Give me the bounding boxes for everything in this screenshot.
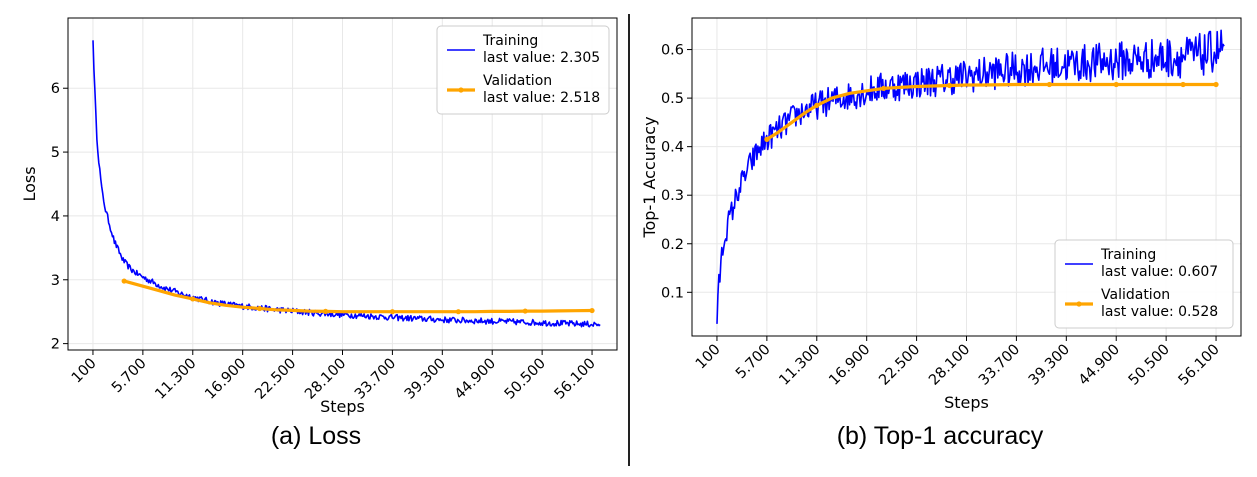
- x-tick-label: 11.300: [776, 342, 823, 389]
- validation-point: [764, 136, 770, 142]
- caption-loss: (a) Loss: [270, 422, 362, 450]
- y-tick-label: 0.4: [661, 140, 684, 156]
- validation-point: [190, 296, 196, 302]
- validation-point: [1046, 81, 1052, 88]
- legend-box: [1054, 239, 1234, 329]
- x-tick-label: 50.500: [502, 356, 549, 403]
- legend-series-name: Training: [1100, 247, 1156, 263]
- x-tick-label: 100: [693, 342, 724, 373]
- legend-validation-marker: [458, 87, 464, 93]
- y-axis-label: Loss: [20, 166, 39, 201]
- validation-point: [814, 102, 820, 108]
- x-tick-label: 5.700: [109, 356, 150, 397]
- legend-last-value: last value: 2.518: [483, 90, 600, 106]
- y-tick-label: 2: [51, 337, 60, 353]
- x-tick-label: 22.500: [876, 342, 923, 389]
- accuracy-chart: 100 5.700 11.300 16.900 22.500 28.100 33.700 39…: [640, 17, 1242, 412]
- validation-series-line: [123, 279, 593, 314]
- x-tick-label: 39.300: [402, 356, 449, 403]
- validation-point: [257, 305, 263, 312]
- validation-series-line: [766, 82, 1216, 141]
- validation-point: [121, 278, 127, 284]
- legend-last-value: last value: 2.305: [483, 50, 600, 66]
- validation-point: [522, 308, 528, 314]
- x-tick-label: 44.900: [1076, 342, 1123, 389]
- x-tick-label: 33.700: [976, 342, 1023, 389]
- x-tick-label: 44.900: [452, 356, 499, 403]
- validation-point: [1213, 81, 1219, 88]
- x-tick-label: 28.100: [302, 356, 349, 403]
- y-tick-label: 0.5: [661, 91, 684, 107]
- y-tick-label: 0.3: [661, 188, 684, 204]
- x-tick-label: 5.700: [733, 342, 774, 383]
- y-tick-label: 0.1: [661, 285, 684, 301]
- legend-validation-marker: [1076, 301, 1082, 307]
- validation-point: [389, 309, 396, 315]
- validation-point: [1113, 81, 1119, 88]
- validation-point: [881, 85, 887, 91]
- y-tick-label: 3: [51, 273, 60, 289]
- y-tick-label: 5: [51, 145, 60, 161]
- loss-chart: 100 5.700 11.300 16.900 22.500 28.100 33.700 39…: [20, 17, 618, 416]
- y-tick-label: 0.2: [661, 237, 684, 253]
- legend-series-name: Validation: [1101, 287, 1170, 303]
- validation-point: [946, 82, 953, 89]
- y-tick-label: 4: [51, 209, 60, 225]
- x-tick-label: 56.100: [552, 356, 599, 403]
- x-tick-label: 16.900: [202, 356, 249, 403]
- x-tick-label: 11.300: [152, 356, 199, 403]
- validation-point: [1180, 81, 1186, 88]
- x-tick-label: 50.500: [1126, 342, 1173, 389]
- legend-box: [436, 25, 610, 115]
- x-tick-label: 33.700: [352, 356, 399, 403]
- training-series-line: [716, 29, 1225, 324]
- caption-accuracy: (b) Top-1 accuracy: [836, 422, 1044, 450]
- legend-last-value: last value: 0.607: [1101, 264, 1218, 280]
- validation-point: [589, 307, 595, 314]
- legend-series-name: Training: [482, 33, 538, 49]
- y-tick-label: 0.6: [661, 43, 684, 59]
- x-tick-label: 28.100: [926, 342, 973, 389]
- validation-point: [322, 308, 329, 314]
- legend-series-name: Validation: [483, 73, 552, 89]
- x-axis-label: Steps: [944, 393, 989, 412]
- x-tick-label: 56.100: [1176, 342, 1223, 389]
- x-tick-label: 22.500: [252, 356, 299, 403]
- x-tick-label: 100: [69, 356, 100, 387]
- panel-divider: [628, 14, 630, 466]
- y-tick-label: 6: [51, 81, 60, 97]
- y-axis-label: Top-1 Accuracy: [640, 116, 659, 238]
- validation-point: [455, 309, 461, 315]
- x-axis-label: Steps: [320, 397, 365, 416]
- training-series-line: [92, 40, 601, 328]
- x-tick-label: 16.900: [826, 342, 873, 389]
- legend-last-value: last value: 0.528: [1101, 304, 1218, 320]
- x-tick-label: 39.300: [1026, 342, 1073, 389]
